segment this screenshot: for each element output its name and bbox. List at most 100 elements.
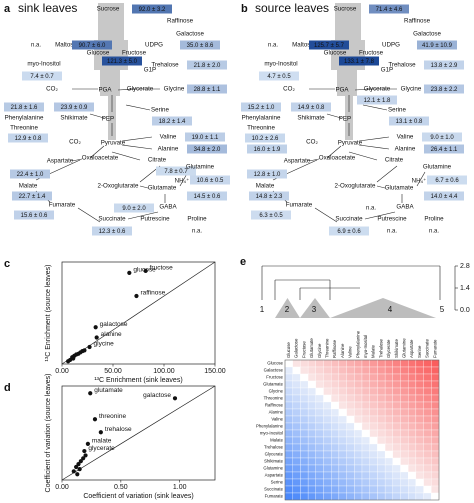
heatmap-cell xyxy=(369,450,378,459)
panel-letter: c xyxy=(4,258,10,270)
heatmap-cell xyxy=(361,450,370,459)
metabolite: Phenylalanine xyxy=(242,115,281,122)
value-text: 21.8 ± 1.6 xyxy=(11,105,38,111)
heatmap-cell xyxy=(346,464,355,473)
heatmap-cell xyxy=(423,457,432,466)
row-label: Glycine xyxy=(269,389,284,394)
value-text: 15.6 ± 0.6 xyxy=(21,213,48,219)
heatmap-cell xyxy=(323,408,332,417)
heatmap-cell xyxy=(431,492,440,501)
heatmap-cell xyxy=(331,485,340,494)
metabolite: PGA xyxy=(335,87,349,94)
heatmap-cell xyxy=(323,478,332,487)
value-text: 35.0 ± 8.6 xyxy=(187,43,214,49)
metabolite: Sucrose xyxy=(334,6,357,13)
heatmap-cell xyxy=(323,387,332,396)
heatmap-cell xyxy=(400,415,409,424)
metabolite: Glucose xyxy=(87,50,110,57)
heatmap-cell xyxy=(361,415,370,424)
heatmap-cell xyxy=(284,401,293,410)
metabolite: GABA xyxy=(396,204,414,211)
heatmap-cell xyxy=(392,394,401,403)
point xyxy=(77,467,82,472)
heatmap-cell xyxy=(315,366,324,375)
heatmap-cell xyxy=(392,422,401,431)
heatmap-cell xyxy=(284,394,293,403)
column-label: Shikimate xyxy=(394,339,399,358)
heatmap-cell xyxy=(408,443,417,452)
metabolite: myo-Inositol xyxy=(27,61,60,68)
metabolite: Shikimate xyxy=(297,115,325,122)
heatmap-cell xyxy=(408,359,417,368)
heatmap-cell xyxy=(284,387,293,396)
heatmap-cell xyxy=(377,408,386,417)
heatmap-cell xyxy=(400,373,409,382)
heatmap-cell xyxy=(369,485,378,494)
heatmap-cell xyxy=(377,366,386,375)
heatmap-cell xyxy=(423,471,432,480)
value-box xyxy=(329,226,369,236)
heatmap-cell xyxy=(400,492,409,501)
heatmap-cell xyxy=(354,478,363,487)
heatmap-cell xyxy=(292,457,301,466)
point-label: glycerate xyxy=(88,445,115,452)
heatmap-cell xyxy=(292,478,301,487)
heatmap-cell xyxy=(369,359,378,368)
heatmap-cell xyxy=(415,436,424,445)
value-box xyxy=(132,4,172,14)
value-box xyxy=(389,116,429,126)
metabolite: Threonine xyxy=(247,125,275,132)
value-text: 6.9 ± 0.6 xyxy=(337,229,361,235)
heatmap-cell xyxy=(423,373,432,382)
heatmap-cell xyxy=(323,471,332,480)
heatmap-cell xyxy=(400,387,409,396)
value-box xyxy=(339,56,379,66)
heatmap-cell xyxy=(400,450,409,459)
metabolite: Phenylalanine xyxy=(5,115,44,122)
heatmap-cell xyxy=(377,394,386,403)
value-box xyxy=(22,71,62,81)
heatmap-cell xyxy=(400,422,409,431)
heatmap-cell xyxy=(423,436,432,445)
heatmap-cell xyxy=(377,478,386,487)
heatmap-cell xyxy=(346,401,355,410)
metabolite: Glycine xyxy=(164,86,185,93)
heatmap-cell xyxy=(408,471,417,480)
heatmap-cell xyxy=(361,485,370,494)
heatmap-cell xyxy=(346,380,355,389)
heatmap-cell xyxy=(315,443,324,452)
heatmap-cell xyxy=(361,429,370,438)
metabolite: Glutamate xyxy=(148,185,177,192)
row-label: Raffinose xyxy=(265,403,284,408)
heatmap-cell xyxy=(415,478,424,487)
heatmap-cell xyxy=(400,457,409,466)
heatmap-cell xyxy=(331,387,340,396)
heatmap-cell xyxy=(361,478,370,487)
value-box xyxy=(369,4,409,14)
heatmap-cell xyxy=(415,359,424,368)
heatmap-cell xyxy=(331,408,340,417)
value-text: 19.0 ± 1.1 xyxy=(192,135,219,141)
cluster-triangle xyxy=(275,298,300,318)
heatmap-cell xyxy=(369,429,378,438)
heatmap-cell xyxy=(384,359,393,368)
metabolite: Valine xyxy=(397,134,414,141)
heatmap-cell xyxy=(331,464,340,473)
metabolite: Trehalose xyxy=(388,62,416,69)
heatmap-cell xyxy=(338,478,347,487)
heatmap-cell xyxy=(292,366,301,375)
panel-c: c 0.00 50.00 100.00 150.00 ¹³C Enrichment (si… xyxy=(4,258,226,500)
heatmap-cell xyxy=(346,387,355,396)
heatmap-cell xyxy=(431,380,440,389)
arrow xyxy=(139,185,149,189)
heatmap-cell xyxy=(361,359,370,368)
heatmap-cell xyxy=(315,387,324,396)
metabolite: Threonine xyxy=(10,125,38,132)
metabolite: Malate xyxy=(256,183,275,190)
metabolite: Aspartate xyxy=(47,158,74,165)
y-axis-label: ¹³C Enrichment (source leaves) xyxy=(45,265,52,362)
point xyxy=(87,344,92,350)
metabolite: Fructose xyxy=(359,50,384,57)
heatmap-cell xyxy=(315,478,324,487)
